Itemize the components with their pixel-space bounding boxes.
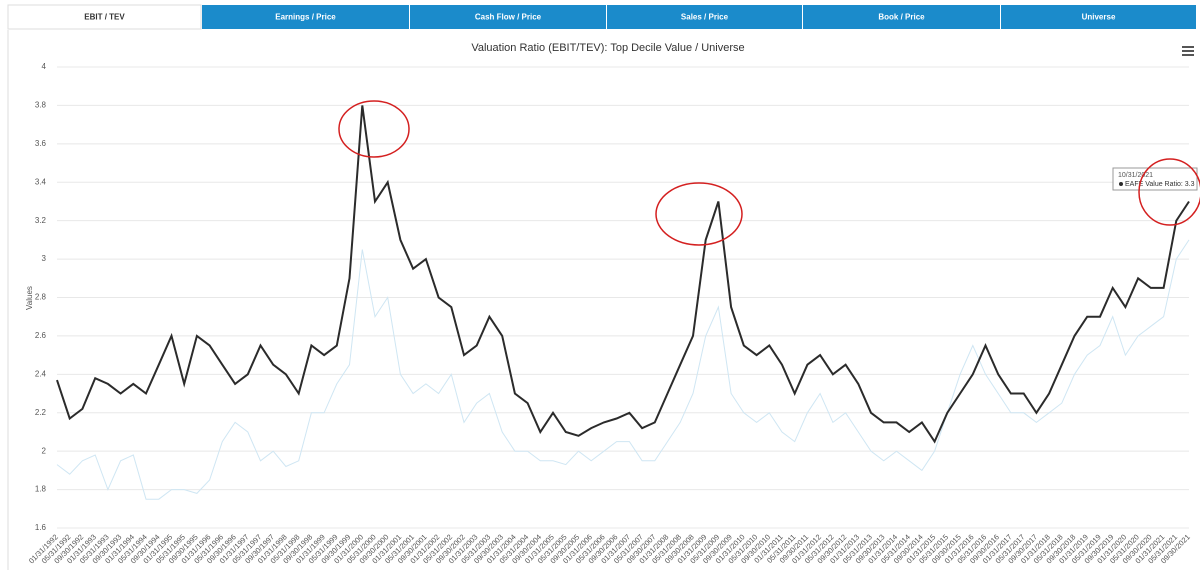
y-tick-label: 2	[42, 446, 47, 455]
tooltip-dot	[1119, 182, 1123, 186]
chart-title: Valuation Ratio (EBIT/TEV): Top Decile V…	[471, 42, 744, 54]
data-line	[56, 105, 1190, 444]
y-tick-label: 1.6	[35, 523, 47, 532]
tab-label: Book / Price	[878, 13, 925, 22]
y-tick-label: 1.8	[35, 485, 47, 494]
tab[interactable]	[803, 5, 1000, 29]
tab-label: Universe	[1082, 13, 1116, 22]
y-tick-label: 3	[42, 254, 47, 263]
tab-label: Sales / Price	[681, 13, 729, 22]
y-tick-label: 4	[42, 62, 47, 71]
highlight-circle	[1138, 158, 1200, 226]
y-tick-label: 2.2	[35, 408, 47, 417]
tooltip-date: 10/31/2021	[1118, 172, 1153, 179]
y-tick-label: 3.6	[35, 139, 47, 148]
y-tick-label: 2.4	[35, 369, 47, 378]
y-tick-label: 3.2	[35, 216, 47, 225]
tab[interactable]	[1001, 5, 1196, 29]
y-tick-label: 3.4	[35, 177, 47, 186]
highlight-circle	[338, 100, 410, 158]
tab[interactable]	[607, 5, 802, 29]
y-tick-label: 3.8	[35, 101, 47, 110]
tab-label: EBIT / TEV	[84, 13, 125, 22]
plot: 1.61.822.22.42.62.833.23.43.63.8401/31/1…	[27, 62, 1192, 565]
tab[interactable]	[202, 5, 409, 29]
data-line	[56, 239, 1190, 500]
tab[interactable]	[410, 5, 606, 29]
tooltip-text: EAFE Value Ratio: 3.3	[1125, 181, 1195, 188]
tab-label: Cash Flow / Price	[475, 13, 542, 22]
tab-bar: EBIT / TEV Earnings / Price Cash Flow / Pr…	[7, 4, 1196, 30]
tab[interactable]	[7, 4, 202, 30]
highlight-circle	[655, 182, 743, 246]
tooltip-box	[1112, 167, 1198, 191]
menu-icon[interactable]	[1182, 46, 1194, 56]
y-tick-label: 2.6	[35, 331, 47, 340]
y-axis-label: Values	[25, 286, 34, 310]
y-tick-label: 2.8	[35, 293, 47, 302]
tab-label: Earnings / Price	[275, 13, 336, 22]
